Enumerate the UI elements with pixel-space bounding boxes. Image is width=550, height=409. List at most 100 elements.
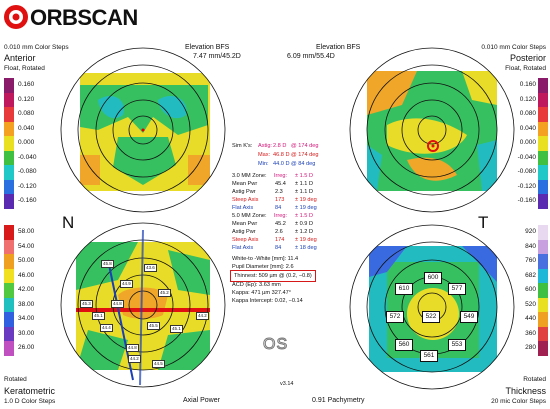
pachy-value: 522 xyxy=(422,311,440,323)
zone5-irreg-value: ± 1.5 D xyxy=(295,213,313,219)
keratometric-mode: Rotated xyxy=(4,376,27,383)
keratometric-title: Keratometric xyxy=(4,386,56,396)
pachy-value: 549 xyxy=(460,311,478,323)
zone5-flat-label: Flat Axis xyxy=(232,245,254,251)
eye-label: OS xyxy=(262,336,289,354)
k-value: 44.5 xyxy=(152,360,165,368)
posterior-mode: Float, Rotated xyxy=(505,65,546,72)
zone3-flat-sd: ± 19 deg xyxy=(295,205,317,211)
pachy-value: 553 xyxy=(448,339,466,351)
k-value: 43.6 xyxy=(144,264,157,272)
zone3-astig-value: 2.3 xyxy=(275,189,283,195)
pachy-value: 561 xyxy=(420,350,438,362)
k-value: 44.2 xyxy=(128,355,141,363)
posterior-color-scale xyxy=(538,78,548,209)
pachymetry-map xyxy=(349,224,515,390)
simk-astig-axis: @ 174 deg xyxy=(291,143,319,149)
logo-text: ORBSCAN xyxy=(30,5,138,30)
pachymetry-title: 0.91 Pachymetry xyxy=(312,397,365,404)
k-value: 45.5 xyxy=(147,322,160,330)
k-value: 45.2 xyxy=(158,289,171,297)
simk-min-value: 44.0 D xyxy=(273,161,290,167)
k-value: 45.1 xyxy=(170,325,183,333)
pachy-value: 577 xyxy=(448,283,466,295)
zone5-mean-value: 45.2 xyxy=(275,221,286,227)
zone3-steep-sd: ± 19 deg xyxy=(295,197,317,203)
keratometric-steps: 1.0 D Color Steps xyxy=(4,398,56,405)
white-to-white: White-to -White [mm]: 11.4 xyxy=(232,256,299,262)
zone3-irreg-value: ± 1.5 D xyxy=(295,173,313,179)
simk-astig-value: 2.8 D xyxy=(273,143,287,149)
keratometric-color-scale xyxy=(4,225,14,356)
pachy-scale-labels: 920 840 760 682 600 520 440 360 280 xyxy=(525,228,536,351)
pachy-color-scale xyxy=(538,225,548,356)
simk-astig-label: Astig: xyxy=(258,143,272,149)
elevation-right-value: 6.09 mm/55.4D xyxy=(287,53,335,60)
zone3-flat-value: 84 xyxy=(275,205,282,211)
zone5-mean-sd: ± 0.9 D xyxy=(295,221,313,227)
pachy-value: 610 xyxy=(395,283,413,295)
zone5-flat-value: 84 xyxy=(275,245,282,251)
simk-max-axis: @ 174 deg xyxy=(291,152,319,158)
zone5-astig-label: Astig Pwr xyxy=(232,229,256,235)
posterior-steps: 0.010 mm Color Steps xyxy=(481,44,546,51)
elevation-left-title: Elevation BFS xyxy=(185,44,230,51)
zone5-steep-value: 174 xyxy=(275,237,285,243)
anterior-color-scale xyxy=(4,78,14,209)
kappa-intercept: Kappa Intercept: 0.02, −0.14 xyxy=(232,298,303,304)
elevation-left-value: 7.47 mm/45.2D xyxy=(193,53,241,60)
k-value: 44.8 xyxy=(126,344,139,352)
anterior-mode: Float, Rotated xyxy=(4,65,45,72)
pachy-value: 560 xyxy=(395,339,413,351)
zone3-steep-label: Steep Axis xyxy=(232,197,259,203)
zone3-mean-label: Mean Pwr xyxy=(232,181,258,187)
nasal-label: N xyxy=(62,213,75,232)
k-value: 45.8 xyxy=(101,260,114,268)
zone5-mean-label: Mean Pwr xyxy=(232,221,258,227)
zone5-astig-value: 2.6 xyxy=(275,229,283,235)
zone3-title: 3.0 MM Zone: xyxy=(232,173,267,179)
zone5-steep-sd: ± 19 deg xyxy=(295,237,317,243)
keratometric-scale-labels: 58.00 54.00 50.00 46.00 42.00 38.00 34.00 30… xyxy=(18,228,35,351)
brand-logo: ORBSCAN xyxy=(3,4,138,30)
k-value: 44.2 xyxy=(196,312,209,320)
k-value: 45.3 xyxy=(80,300,93,308)
posterior-elevation-map xyxy=(349,47,515,213)
zone3-mean-value: 45.4 xyxy=(275,181,286,187)
zone5-irreg-label: Irreg: xyxy=(274,213,288,219)
version-label: v3.14 xyxy=(280,381,294,387)
pachy-steps: 20 mic Color Steps xyxy=(491,398,546,405)
temporal-label: T xyxy=(478,213,489,232)
zone5-flat-sd: ± 18 deg xyxy=(295,245,317,251)
simk-min-label: Min: xyxy=(258,161,269,167)
kappa-value: Kappa: 471 µm 327.47° xyxy=(232,290,291,296)
k-value: 44.8 xyxy=(111,300,124,308)
simk-max-label: Max: xyxy=(258,152,271,158)
k-value: 44.4 xyxy=(100,324,113,332)
zone3-mean-sd: ± 1.1 D xyxy=(295,181,313,187)
posterior-title: Posterior xyxy=(509,53,546,63)
zone5-steep-label: Steep Axis xyxy=(232,237,259,243)
anterior-elevation-map xyxy=(60,47,226,213)
pachy-value: 572 xyxy=(386,311,404,323)
logo-eye-icon xyxy=(4,5,28,29)
k-value: 45.1 xyxy=(92,312,105,320)
pachy-mode: Rotated xyxy=(523,376,546,383)
pachy-title: Thickness xyxy=(505,386,546,396)
elevation-right-title: Elevation BFS xyxy=(316,44,361,51)
zone3-astig-sd: ± 1.1 D xyxy=(295,189,313,195)
pachy-value: 600 xyxy=(424,272,442,284)
axial-power-title: Axial Power xyxy=(183,397,220,404)
pupil-diameter: Pupil Diameter [mm]: 2.6 xyxy=(232,264,294,270)
zone3-irreg-label: Irreg: xyxy=(274,173,288,179)
simk-min-axis: @ 84 deg xyxy=(291,161,316,167)
zone3-flat-label: Flat Axis xyxy=(232,205,254,211)
anterior-scale-labels: 0.160 0.120 0.080 0.040 0.000 -0.040 -0.080… xyxy=(18,81,37,204)
zone5-astig-sd: ± 1.2 D xyxy=(295,229,313,235)
simk-label: Sim K's: xyxy=(232,143,253,149)
thinnest-value: Thinnest: 509 µm @ (0.2, −0.8) xyxy=(230,270,316,282)
zone5-title: 5.0 MM Zone: xyxy=(232,213,267,219)
zone3-steep-value: 173 xyxy=(275,197,285,203)
anterior-title: Anterior xyxy=(4,53,36,63)
anterior-steps: 0.010 mm Color Steps xyxy=(4,44,69,51)
